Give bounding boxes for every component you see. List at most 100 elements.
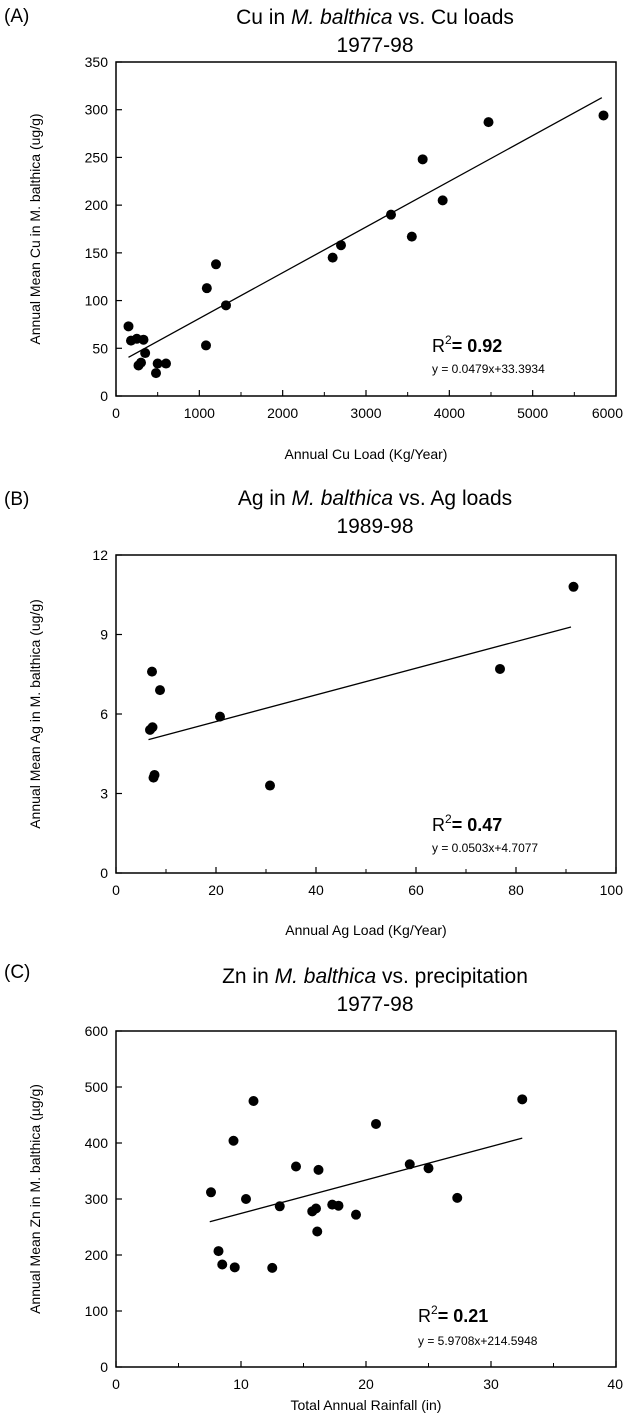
panel-a-data-point xyxy=(211,259,221,270)
panel-b-data-point xyxy=(147,666,157,677)
panel-a-equation: y = 0.0479x+33.3934 xyxy=(432,362,545,376)
panel-a-data-point xyxy=(483,117,494,128)
panel-a-data-point xyxy=(327,252,338,263)
panel-a-data-point xyxy=(201,340,211,351)
panel-c-ylabel: Annual Mean Zn in M. balthica (µg/g) xyxy=(27,1084,43,1314)
panel-c-data-point xyxy=(371,1118,381,1129)
panel-c-data-point xyxy=(228,1135,239,1146)
panel-c-x-tick-label: 10 xyxy=(233,1376,249,1392)
panel-b-label: (B) xyxy=(4,489,29,510)
panel-b-x-ticks: 0 20 40 60 80 100 xyxy=(112,867,623,898)
panel-a-xlabel: Annual Cu Load (Kg/Year) xyxy=(285,446,448,462)
panel-c-r2-sup: 2 xyxy=(431,1303,438,1317)
panel-c-data-point xyxy=(333,1200,344,1211)
panel-a-data-point xyxy=(140,348,151,359)
panel-a-title-line1: Cu in M. balthica vs. Cu loads xyxy=(236,6,514,29)
panel-a-data-point xyxy=(123,321,134,332)
panel-c-r2-label: R xyxy=(418,1306,431,1326)
panel-b-x-tick-label: 40 xyxy=(308,882,324,898)
panel-a-data-point xyxy=(417,154,428,165)
panel-b-title-line1: Ag in M. balthica vs. Ag loads xyxy=(238,487,512,510)
panel-c-data-point xyxy=(311,1203,321,1214)
panel-c-title-prefix: Zn in xyxy=(222,965,275,988)
panel-c-y-tick-label: 0 xyxy=(100,1359,108,1375)
panel-c-title-line1: Zn in M. balthica vs. precipitation xyxy=(222,965,528,988)
panel-a-y-tick-label: 350 xyxy=(85,54,109,70)
panel-c-data-point xyxy=(229,1262,240,1273)
panel-c-title-line2: 1977-98 xyxy=(336,993,413,1016)
panel-a-data-point xyxy=(136,357,146,368)
panel-c-data-point xyxy=(423,1163,434,1174)
panel-b-title-prefix: Ag in xyxy=(238,487,292,510)
panel-a-label: (A) xyxy=(4,6,29,27)
panel-c-data-point xyxy=(267,1262,278,1273)
panel-c-title-italic: M. balthica xyxy=(275,965,377,988)
panel-a-r2-label: R xyxy=(432,336,445,356)
panel-b-y-tick-label: 6 xyxy=(100,706,108,722)
panel-c-data-point xyxy=(313,1164,324,1175)
panel-b-x-tick-label: 20 xyxy=(208,882,224,898)
panel-a-data-point xyxy=(151,368,161,379)
panel-b-trendline xyxy=(148,626,572,741)
panel-b-x-tick-label: 60 xyxy=(408,882,424,898)
panel-a-x-tick-label: 4000 xyxy=(434,405,465,421)
panel-c-y-tick-label: 300 xyxy=(85,1191,109,1207)
panel-a-y-tick-label: 100 xyxy=(85,293,109,309)
panel-c-label: (C) xyxy=(4,962,30,983)
panel-a-data-point xyxy=(437,195,448,206)
panel-c-data-point xyxy=(206,1187,216,1198)
panel-b-x-tick-label: 0 xyxy=(112,882,120,898)
panel-b-r2: R2= 0.47 xyxy=(432,812,502,835)
panel-a-ylabel: Annual Mean Cu in M. balthica (ug/g) xyxy=(27,113,43,344)
panel-a-data-point xyxy=(406,231,417,242)
panel-b-r2-label: R xyxy=(432,815,445,835)
panel-c-r2: R2= 0.21 xyxy=(418,1303,488,1326)
panel-a-title-italic: M. balthica xyxy=(291,6,393,29)
panel-b-data-point xyxy=(265,780,275,791)
panel-a-y-tick-label: 200 xyxy=(85,197,109,213)
panel-a-r2-sup: 2 xyxy=(445,333,452,347)
panel-a-x-tick-label: 2000 xyxy=(267,405,298,421)
panel-a-y-tick-label: 250 xyxy=(85,149,109,165)
panel-a-data-point xyxy=(152,358,163,369)
panel-a-data-point xyxy=(201,283,212,294)
panel-c-y-tick-label: 100 xyxy=(85,1303,109,1319)
panel-c-x-tick-label: 40 xyxy=(607,1376,623,1392)
panel-a-plot-frame xyxy=(115,61,617,397)
panel-b-y-tick-label: 0 xyxy=(100,865,108,881)
panel-a-data-point xyxy=(138,334,149,345)
panel-c-x-tick-label: 0 xyxy=(112,1376,120,1392)
panel-b-x-tick-label: 80 xyxy=(508,882,524,898)
panel-c-title-suffix: vs. precipitation xyxy=(376,965,528,988)
panel-b-data-point xyxy=(215,711,225,722)
panel-b-y-tick-label: 9 xyxy=(100,627,108,643)
panel-c-y-tick-label: 200 xyxy=(85,1247,109,1263)
panel-c-data-point xyxy=(351,1209,361,1220)
panel-a-r2: R2= 0.92 xyxy=(432,333,502,356)
panel-a-data-point xyxy=(598,110,609,121)
panel-a-y-tick-label: 150 xyxy=(85,245,109,261)
panel-a-x-tick-label: 6000 xyxy=(592,405,623,421)
panel-b-data-point xyxy=(568,581,579,592)
panel-c-y-tick-label: 400 xyxy=(85,1135,109,1151)
panel-c-y-tick-label: 500 xyxy=(85,1079,109,1095)
panel-b-y-tick-label: 3 xyxy=(100,786,108,802)
panel-b-title-line2: 1989-98 xyxy=(336,515,413,538)
panel-a-trendline xyxy=(128,97,603,358)
panel-a-title-suffix: vs. Cu loads xyxy=(393,6,514,29)
panel-c-xlabel: Total Annual Rainfall (in) xyxy=(291,1397,442,1413)
panel-c-data-point xyxy=(241,1194,251,1204)
panel-c-data-point xyxy=(291,1161,301,1172)
panel-a-data-point xyxy=(336,240,346,251)
panel-b-r2-sup: 2 xyxy=(445,812,452,826)
panel-a-title-prefix: Cu in xyxy=(236,6,291,29)
panel-b: (B) Ag in M. balthica vs. Ag loads 1989-… xyxy=(4,487,623,938)
panel-a-x-tick-label: 1000 xyxy=(184,405,215,421)
panel-b-equation: y = 0.0503x+4.7077 xyxy=(432,841,538,855)
panel-a-x-tick-label: 3000 xyxy=(350,405,381,421)
panel-c-equation: y = 5.9708x+214.5948 xyxy=(418,1334,538,1348)
panel-c-plot-frame xyxy=(115,1030,617,1368)
panel-b-r2-value: = 0.47 xyxy=(452,815,503,835)
panel-c-data-point xyxy=(517,1094,528,1105)
panel-b-plot-frame xyxy=(115,554,617,874)
